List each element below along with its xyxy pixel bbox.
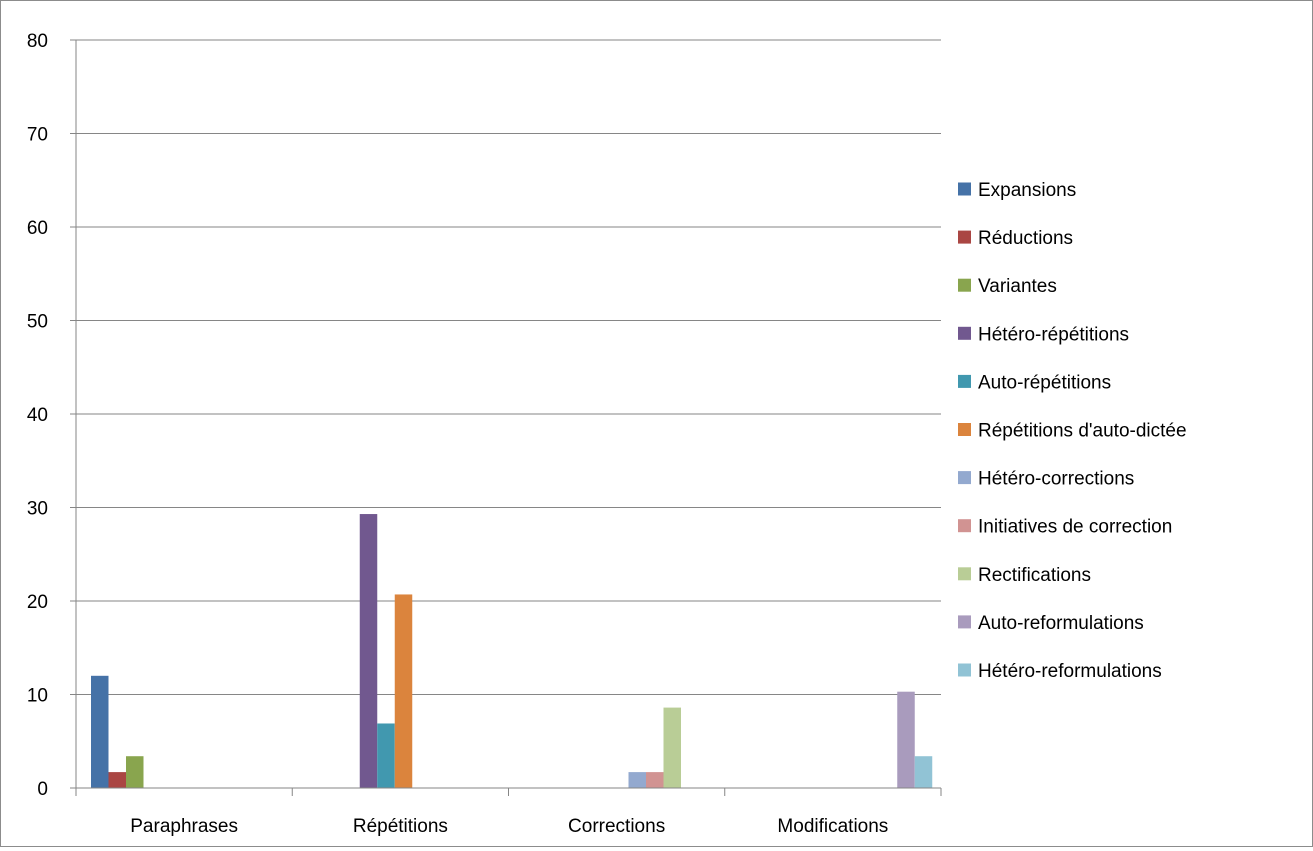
x-tick-label: Répétitions (353, 816, 448, 837)
legend-label: Expansions (978, 180, 1076, 201)
y-tick-label: 50 (27, 312, 48, 333)
legend-swatch (958, 519, 971, 533)
legend: Expansions Réductions Variantes Hétéro-répé… (958, 180, 1187, 682)
legend-swatch (958, 471, 971, 485)
legend-swatch (958, 423, 971, 436)
x-tick-label: Paraphrases (130, 816, 238, 837)
legend-label: Auto-reformulations (978, 613, 1144, 634)
y-tick-label: 10 (27, 686, 48, 707)
bar (394, 594, 413, 788)
y-tick-label: 70 (27, 125, 48, 146)
grid (76, 39, 941, 695)
legend-swatch (958, 326, 971, 340)
legend-swatch (958, 182, 971, 196)
legend-label: Hétéro-répétitions (978, 324, 1129, 345)
bar (663, 707, 681, 788)
legend-swatch (958, 374, 971, 388)
bar (126, 756, 144, 788)
legend-label: Variantes (978, 276, 1057, 297)
legend-label: Réductions (978, 228, 1073, 249)
bar (914, 756, 933, 788)
bars (91, 514, 933, 788)
bar (377, 723, 395, 788)
legend-label: Auto-répétitions (978, 372, 1111, 393)
legend-label: Hétéro-reformulations (978, 661, 1162, 682)
y-tick-label: 40 (27, 405, 48, 426)
bar (359, 514, 378, 788)
legend-swatch (958, 663, 971, 677)
legend-swatch (958, 230, 971, 244)
axes: 0 10 20 30 40 50 60 70 80 Paraphrases Répétitions C… (27, 31, 942, 837)
x-tick-label: Corrections (568, 816, 665, 837)
bar (108, 772, 126, 788)
y-tick-label: 80 (27, 31, 48, 52)
legend-swatch (958, 278, 971, 292)
y-tick-label: 20 (27, 592, 48, 613)
legend-label: Hétéro-corrections (978, 469, 1134, 490)
x-tick-label: Modifications (777, 816, 888, 837)
y-tick-label: 30 (27, 499, 48, 520)
y-tick-label: 0 (37, 779, 48, 800)
bar (897, 691, 915, 788)
legend-label: Répétitions d'auto-dictée (978, 421, 1187, 442)
y-tick-label: 60 (27, 218, 48, 239)
bar (646, 772, 664, 788)
bar (91, 675, 109, 788)
legend-swatch (958, 567, 971, 581)
legend-label: Rectifications (978, 565, 1091, 586)
bar (628, 772, 646, 788)
legend-swatch (958, 615, 971, 629)
legend-label: Initiatives de correction (978, 517, 1172, 538)
